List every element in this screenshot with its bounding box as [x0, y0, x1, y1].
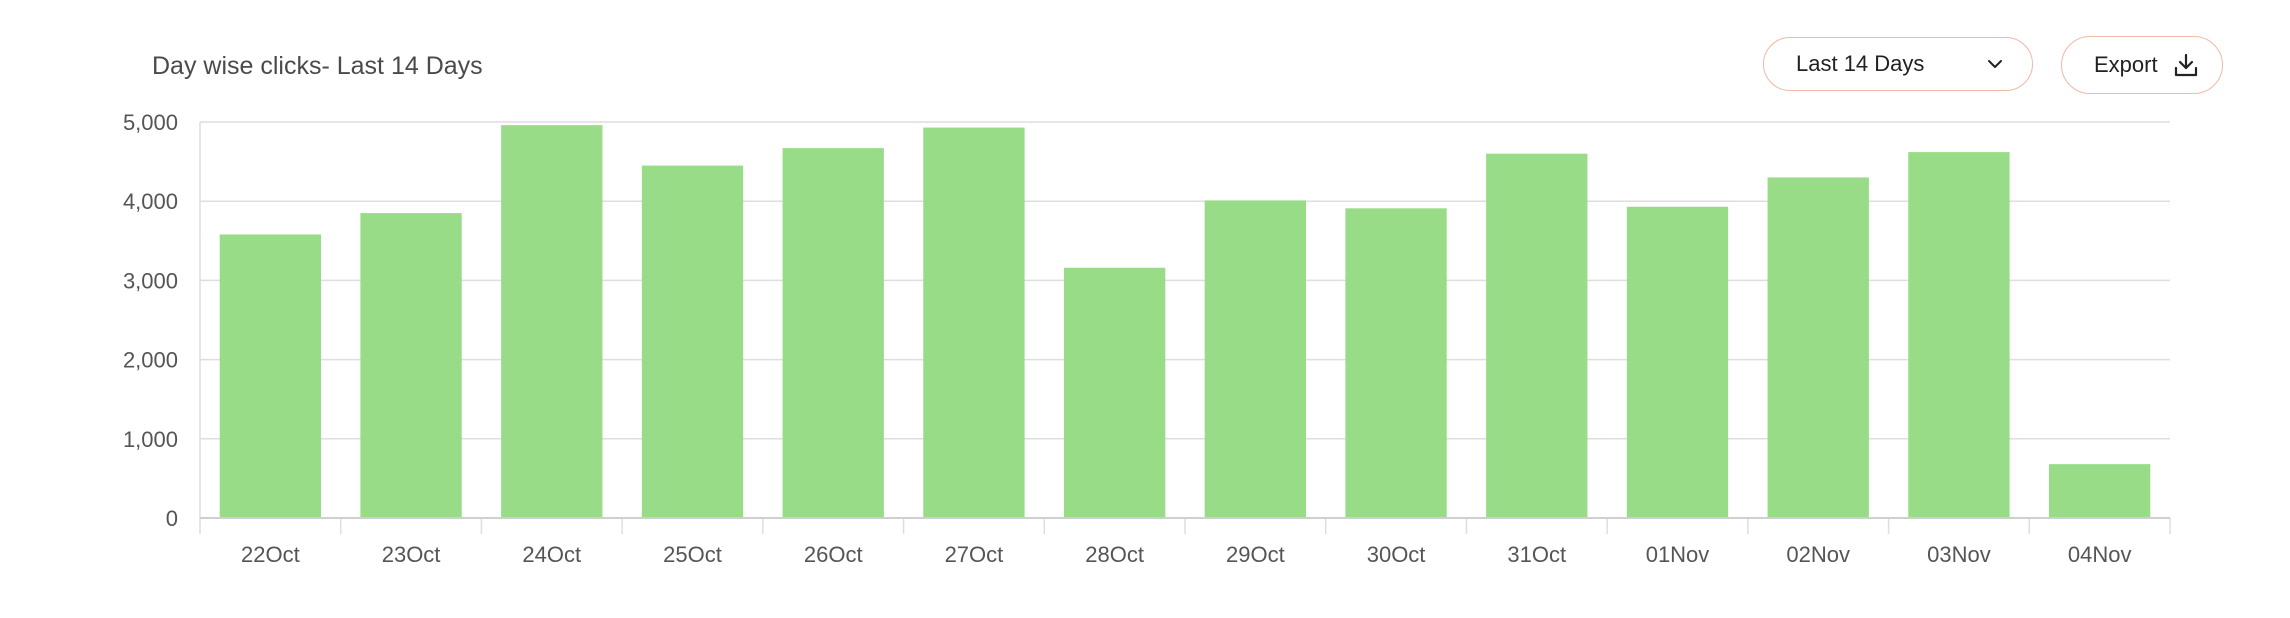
date-range-selected-value: Last 14 Days	[1796, 51, 1925, 76]
x-tick-label: 28Oct	[1085, 542, 1144, 567]
x-tick-label: 02Nov	[1786, 542, 1850, 567]
bar-28Oct[interactable]	[1063, 267, 1166, 518]
x-tick-label: 24Oct	[522, 542, 581, 567]
y-tick-label: 0	[166, 506, 178, 531]
export-button-label: Export	[2094, 52, 2158, 77]
bar-02Nov[interactable]	[1767, 177, 1869, 518]
x-tick-label: 01Nov	[1646, 542, 1710, 567]
bar-31Oct[interactable]	[1486, 153, 1588, 518]
chart-title: Day wise clicks- Last 14 Days	[152, 52, 483, 80]
bar-30Oct[interactable]	[1345, 208, 1447, 518]
x-tick-label: 26Oct	[804, 542, 863, 567]
y-tick-label: 2,000	[123, 348, 178, 373]
x-tick-label: 30Oct	[1367, 542, 1426, 567]
x-tick-label: 27Oct	[945, 542, 1004, 567]
x-tick-label: 31Oct	[1507, 542, 1566, 567]
download-icon	[2172, 51, 2200, 79]
y-tick-label: 4,000	[123, 189, 178, 214]
x-tick-label: 04Nov	[2068, 542, 2132, 567]
bar-01Nov[interactable]	[1626, 206, 1729, 518]
x-tick-label: 25Oct	[663, 542, 722, 567]
bar-26Oct[interactable]	[782, 148, 884, 519]
x-tick-label: 03Nov	[1927, 542, 1991, 567]
bar-04Nov[interactable]	[2048, 464, 2151, 518]
date-range-dropdown[interactable]: Last 14 Days	[1763, 37, 2033, 91]
y-tick-label: 1,000	[123, 427, 178, 452]
chevron-down-icon	[1984, 53, 2006, 75]
bar-24Oct[interactable]	[501, 125, 603, 518]
bar-29Oct[interactable]	[1204, 200, 1307, 518]
bar-03Nov[interactable]	[1908, 152, 2010, 518]
x-tick-label: 23Oct	[382, 542, 441, 567]
export-button[interactable]: Export	[2061, 36, 2223, 94]
bar-22Oct[interactable]	[219, 234, 322, 519]
x-tick-label: 22Oct	[241, 542, 300, 567]
y-tick-label: 3,000	[123, 268, 178, 293]
x-tick-label: 29Oct	[1226, 542, 1285, 567]
bar-25Oct[interactable]	[641, 165, 744, 518]
bar-27Oct[interactable]	[923, 127, 1025, 518]
y-tick-label: 5,000	[123, 110, 178, 135]
bar-23Oct[interactable]	[360, 213, 462, 518]
